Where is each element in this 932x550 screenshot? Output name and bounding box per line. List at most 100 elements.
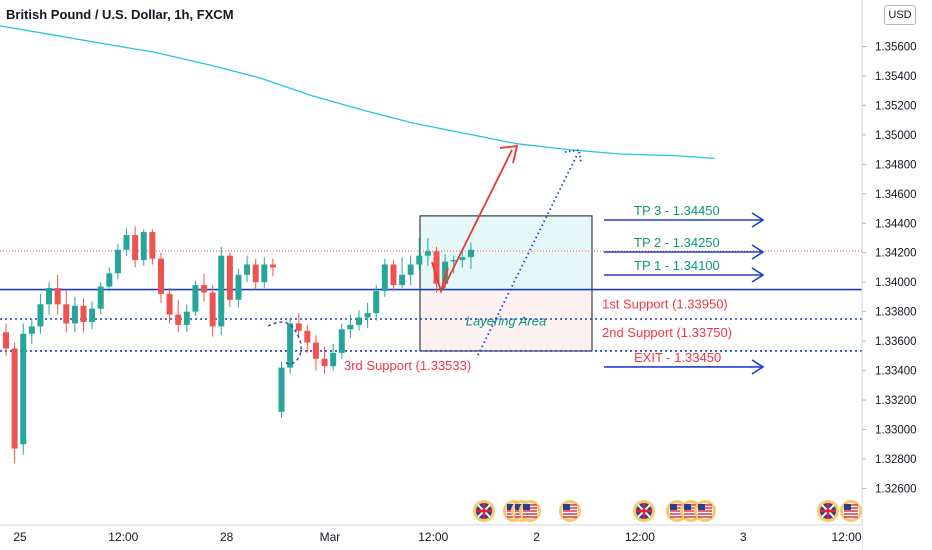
moving-average (0, 25, 715, 160)
flag-canton (698, 504, 705, 510)
price-tick-label: 1.35000 (875, 130, 917, 142)
uk-flag-icon[interactable] (633, 500, 655, 522)
price-tick-label: 1.33000 (875, 424, 917, 436)
us-flag-icon[interactable] (694, 500, 716, 522)
price-tick-label: 1.34800 (875, 159, 917, 171)
candle-body (97, 286, 104, 309)
candle-body (218, 255, 225, 327)
candle-body (244, 264, 251, 275)
candle-body (175, 314, 182, 325)
candle-body (269, 264, 276, 268)
red-arrow-head (499, 144, 519, 164)
candle-body (278, 367, 285, 412)
flag-canton (507, 504, 514, 510)
candle-body (364, 313, 371, 318)
price-tick-label: 1.35600 (875, 42, 917, 54)
uk-flag-icon[interactable] (473, 500, 495, 522)
candle-body (28, 326, 35, 334)
flag-canton (563, 504, 570, 510)
price-axis-bg (862, 0, 932, 550)
candle-body (54, 288, 61, 305)
candle-body (89, 308, 96, 322)
candle-body (381, 264, 388, 292)
candle-body (192, 285, 199, 312)
ma-line (0, 25, 715, 160)
candle-body (37, 304, 44, 327)
price-tick-label: 1.34400 (875, 218, 917, 230)
candle-body (252, 264, 259, 283)
time-tick-label: 12:00 (625, 530, 655, 544)
candle-body (235, 274, 242, 300)
candle-body (338, 329, 345, 353)
candle-body (123, 235, 130, 250)
candlesticks (3, 226, 474, 464)
currency-button[interactable]: USD (884, 5, 916, 25)
price-tick-label: 1.35400 (875, 71, 917, 83)
price-tick-label: 1.33400 (875, 366, 917, 378)
time-tick-label: 2 (533, 530, 540, 544)
target-label: EXIT - 1.33450 (634, 350, 721, 365)
annotations: TP 3 - 1.34450 TP 2 - 1.34250 TP 1 - 1.341… (267, 144, 765, 375)
target-arrow-head (751, 359, 765, 375)
time-tick-label: 12:00 (108, 530, 138, 544)
price-tick-label: 1.35200 (875, 100, 917, 112)
candle-body (226, 255, 233, 300)
time-tick-label: 12:00 (418, 530, 448, 544)
candle-body (149, 232, 156, 259)
flag-canton (523, 504, 530, 510)
candle-body (140, 232, 147, 261)
candle-body (424, 251, 431, 256)
uk-flag-icon[interactable] (817, 500, 839, 522)
price-tick-label: 1.32800 (875, 454, 917, 466)
candle-body (399, 274, 406, 286)
us-flag-icon[interactable] (519, 500, 541, 522)
price-tick-label: 1.34200 (875, 248, 917, 260)
candle-body (433, 251, 440, 284)
candle-body (71, 305, 78, 324)
candle-body (157, 258, 164, 294)
support-label-1: 1st Support (1.33950) (602, 297, 728, 312)
candle-body (330, 352, 337, 367)
price-tick-label: 1.33800 (875, 307, 917, 319)
candle-body (321, 358, 328, 367)
candle-body (106, 273, 113, 287)
us-flag-icon[interactable] (840, 500, 862, 522)
flag-canton (844, 504, 851, 510)
economic-events[interactable] (473, 500, 862, 522)
candle-body (20, 333, 27, 445)
layering-zone (419, 289, 593, 352)
candle-body (80, 305, 87, 322)
candle-body (295, 323, 302, 331)
time-tick-label: 25 (13, 530, 27, 544)
time-tick-label: 12:00 (832, 530, 862, 544)
candle-body (373, 291, 380, 314)
support-label-2: 2nd Support (1.33750) (602, 325, 732, 340)
candle-body (287, 323, 294, 368)
candle-body (450, 260, 457, 262)
target-label: TP 3 - 1.34450 (634, 203, 720, 218)
chart-title: British Pound / U.S. Dollar, 1h, FXCM (6, 7, 234, 22)
time-tick-label: 28 (220, 530, 234, 544)
candle-body (261, 264, 268, 283)
red-arrow-up (442, 149, 513, 290)
candle-body (132, 235, 139, 261)
time-tick-label: Mar (320, 530, 341, 544)
candle-body (442, 261, 449, 284)
support-label-3: 3rd Support (1.33533) (344, 358, 471, 373)
candle-body (347, 324, 354, 330)
candle-body (467, 249, 474, 258)
layering-zone-label: Layering Area (466, 313, 546, 328)
candle-body (63, 304, 70, 324)
price-tick-label: 1.34000 (875, 277, 917, 289)
candle-body (201, 285, 208, 293)
us-flag-icon[interactable] (559, 500, 581, 522)
candle-body (356, 317, 363, 325)
price-tick-label: 1.34600 (875, 189, 917, 201)
candle-body (312, 342, 319, 359)
flag-canton (670, 504, 677, 510)
blue-dotted-arrow-head (564, 148, 582, 164)
red-arrow-down (431, 261, 449, 295)
candle-body (304, 330, 311, 343)
flag-canton (684, 504, 691, 510)
